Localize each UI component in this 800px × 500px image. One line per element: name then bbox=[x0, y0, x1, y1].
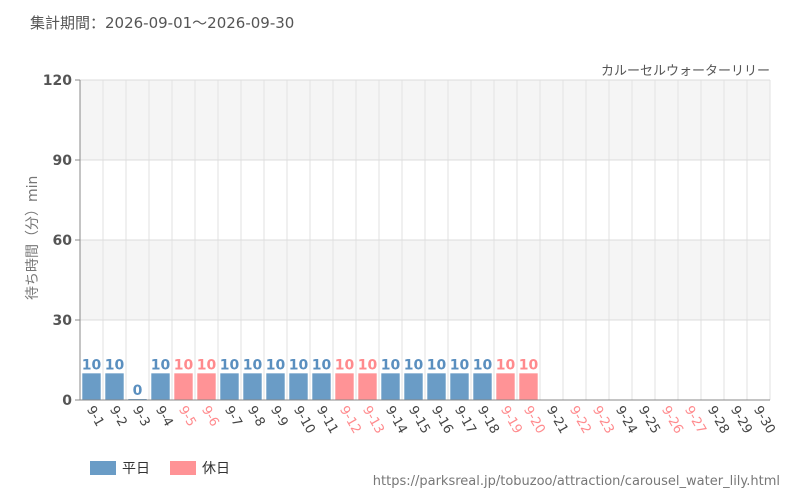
x-tick-label: 9-21 bbox=[543, 404, 571, 437]
bar-value-label: 10 bbox=[105, 357, 125, 373]
bar-value-label: 10 bbox=[197, 357, 217, 373]
bar-value-label: 10 bbox=[174, 357, 194, 373]
source-url: https://parksreal.jp/tobuzoo/attraction/… bbox=[372, 474, 780, 489]
bar bbox=[450, 373, 469, 400]
bar-value-label: 10 bbox=[404, 357, 424, 373]
attraction-name: カルーセルウォーターリリー bbox=[600, 64, 770, 79]
bar bbox=[427, 373, 446, 400]
bar-value-label: 10 bbox=[519, 357, 539, 373]
x-tick-label: 9-19 bbox=[497, 404, 525, 437]
x-tick-label: 9-2 bbox=[106, 404, 130, 430]
x-tick-label: 9-9 bbox=[267, 404, 291, 430]
bar-value-label: 10 bbox=[220, 357, 240, 373]
legend: 平日 休日 bbox=[90, 458, 230, 478]
y-tick-label: 90 bbox=[53, 153, 73, 169]
x-tick-label: 9-28 bbox=[704, 404, 732, 437]
bar bbox=[358, 373, 377, 400]
y-tick-label: 30 bbox=[53, 313, 73, 329]
x-tick-label: 9-14 bbox=[382, 404, 410, 437]
x-tick-label: 9-6 bbox=[198, 404, 222, 430]
x-tick-label: 9-23 bbox=[589, 404, 617, 437]
bar bbox=[289, 373, 308, 400]
bar bbox=[243, 373, 262, 400]
y-tick-label: 0 bbox=[62, 393, 72, 409]
bar bbox=[381, 373, 400, 400]
legend-holiday: 休日 bbox=[170, 458, 230, 478]
bar-value-label: 10 bbox=[358, 357, 378, 373]
x-tick-label: 9-27 bbox=[681, 404, 709, 437]
x-tick-label: 9-1 bbox=[83, 404, 107, 430]
x-tick-label: 9-30 bbox=[750, 404, 778, 437]
x-tick-label: 9-13 bbox=[359, 404, 387, 437]
bar bbox=[105, 373, 124, 400]
bar-value-label: 10 bbox=[473, 357, 493, 373]
bar-value-label: 10 bbox=[289, 357, 309, 373]
bar bbox=[335, 373, 354, 400]
bar bbox=[151, 373, 170, 400]
bar bbox=[220, 373, 239, 400]
x-tick-label: 9-24 bbox=[612, 404, 640, 437]
x-tick-label: 9-10 bbox=[290, 404, 318, 437]
y-tick-label: 120 bbox=[43, 73, 72, 89]
bar-value-label: 10 bbox=[427, 357, 447, 373]
bar bbox=[404, 373, 423, 400]
bar bbox=[266, 373, 285, 400]
bar bbox=[312, 373, 331, 400]
bar bbox=[82, 373, 101, 400]
x-tick-label: 9-22 bbox=[566, 404, 594, 437]
x-tick-label: 9-4 bbox=[152, 404, 176, 430]
legend-holiday-label: 休日 bbox=[202, 461, 230, 477]
bar-value-label: 10 bbox=[243, 357, 263, 373]
bar bbox=[174, 373, 193, 400]
legend-holiday-swatch bbox=[170, 461, 196, 475]
legend-weekday-label: 平日 bbox=[122, 461, 150, 477]
bar-value-label: 10 bbox=[312, 357, 332, 373]
x-tick-label: 9-25 bbox=[635, 404, 663, 437]
bar-value-label: 10 bbox=[381, 357, 401, 373]
bar-value-label: 10 bbox=[450, 357, 470, 373]
bar bbox=[496, 373, 515, 400]
x-tick-label: 9-7 bbox=[221, 404, 245, 430]
collection-period: 集計期間：2026-09-01～2026-09-30 bbox=[30, 14, 295, 32]
bar-value-label: 10 bbox=[82, 357, 102, 373]
x-tick-label: 9-26 bbox=[658, 404, 686, 437]
x-tick-label: 9-18 bbox=[474, 404, 502, 437]
x-tick-label: 9-12 bbox=[336, 404, 364, 437]
bar bbox=[519, 373, 538, 400]
bar-value-label: 10 bbox=[151, 357, 171, 373]
x-tick-label: 9-8 bbox=[244, 404, 268, 430]
x-tick-label: 9-15 bbox=[405, 404, 433, 437]
legend-weekday-swatch bbox=[90, 461, 116, 475]
x-tick-label: 9-17 bbox=[451, 404, 479, 437]
bar bbox=[473, 373, 492, 400]
bar-value-label: 0 bbox=[133, 383, 143, 399]
x-tick-label: 9-29 bbox=[727, 404, 755, 437]
x-tick-label: 9-20 bbox=[520, 404, 548, 437]
y-tick-label: 60 bbox=[53, 233, 73, 249]
x-tick-label: 9-11 bbox=[313, 404, 341, 437]
x-tick-label: 9-5 bbox=[175, 404, 199, 430]
bar-value-label: 10 bbox=[496, 357, 516, 373]
bar-value-label: 10 bbox=[335, 357, 355, 373]
bar-value-label: 10 bbox=[266, 357, 286, 373]
x-tick-label: 9-3 bbox=[129, 404, 153, 430]
x-tick-label: 9-16 bbox=[428, 404, 456, 437]
bar bbox=[197, 373, 216, 400]
legend-weekday: 平日 bbox=[90, 458, 150, 478]
